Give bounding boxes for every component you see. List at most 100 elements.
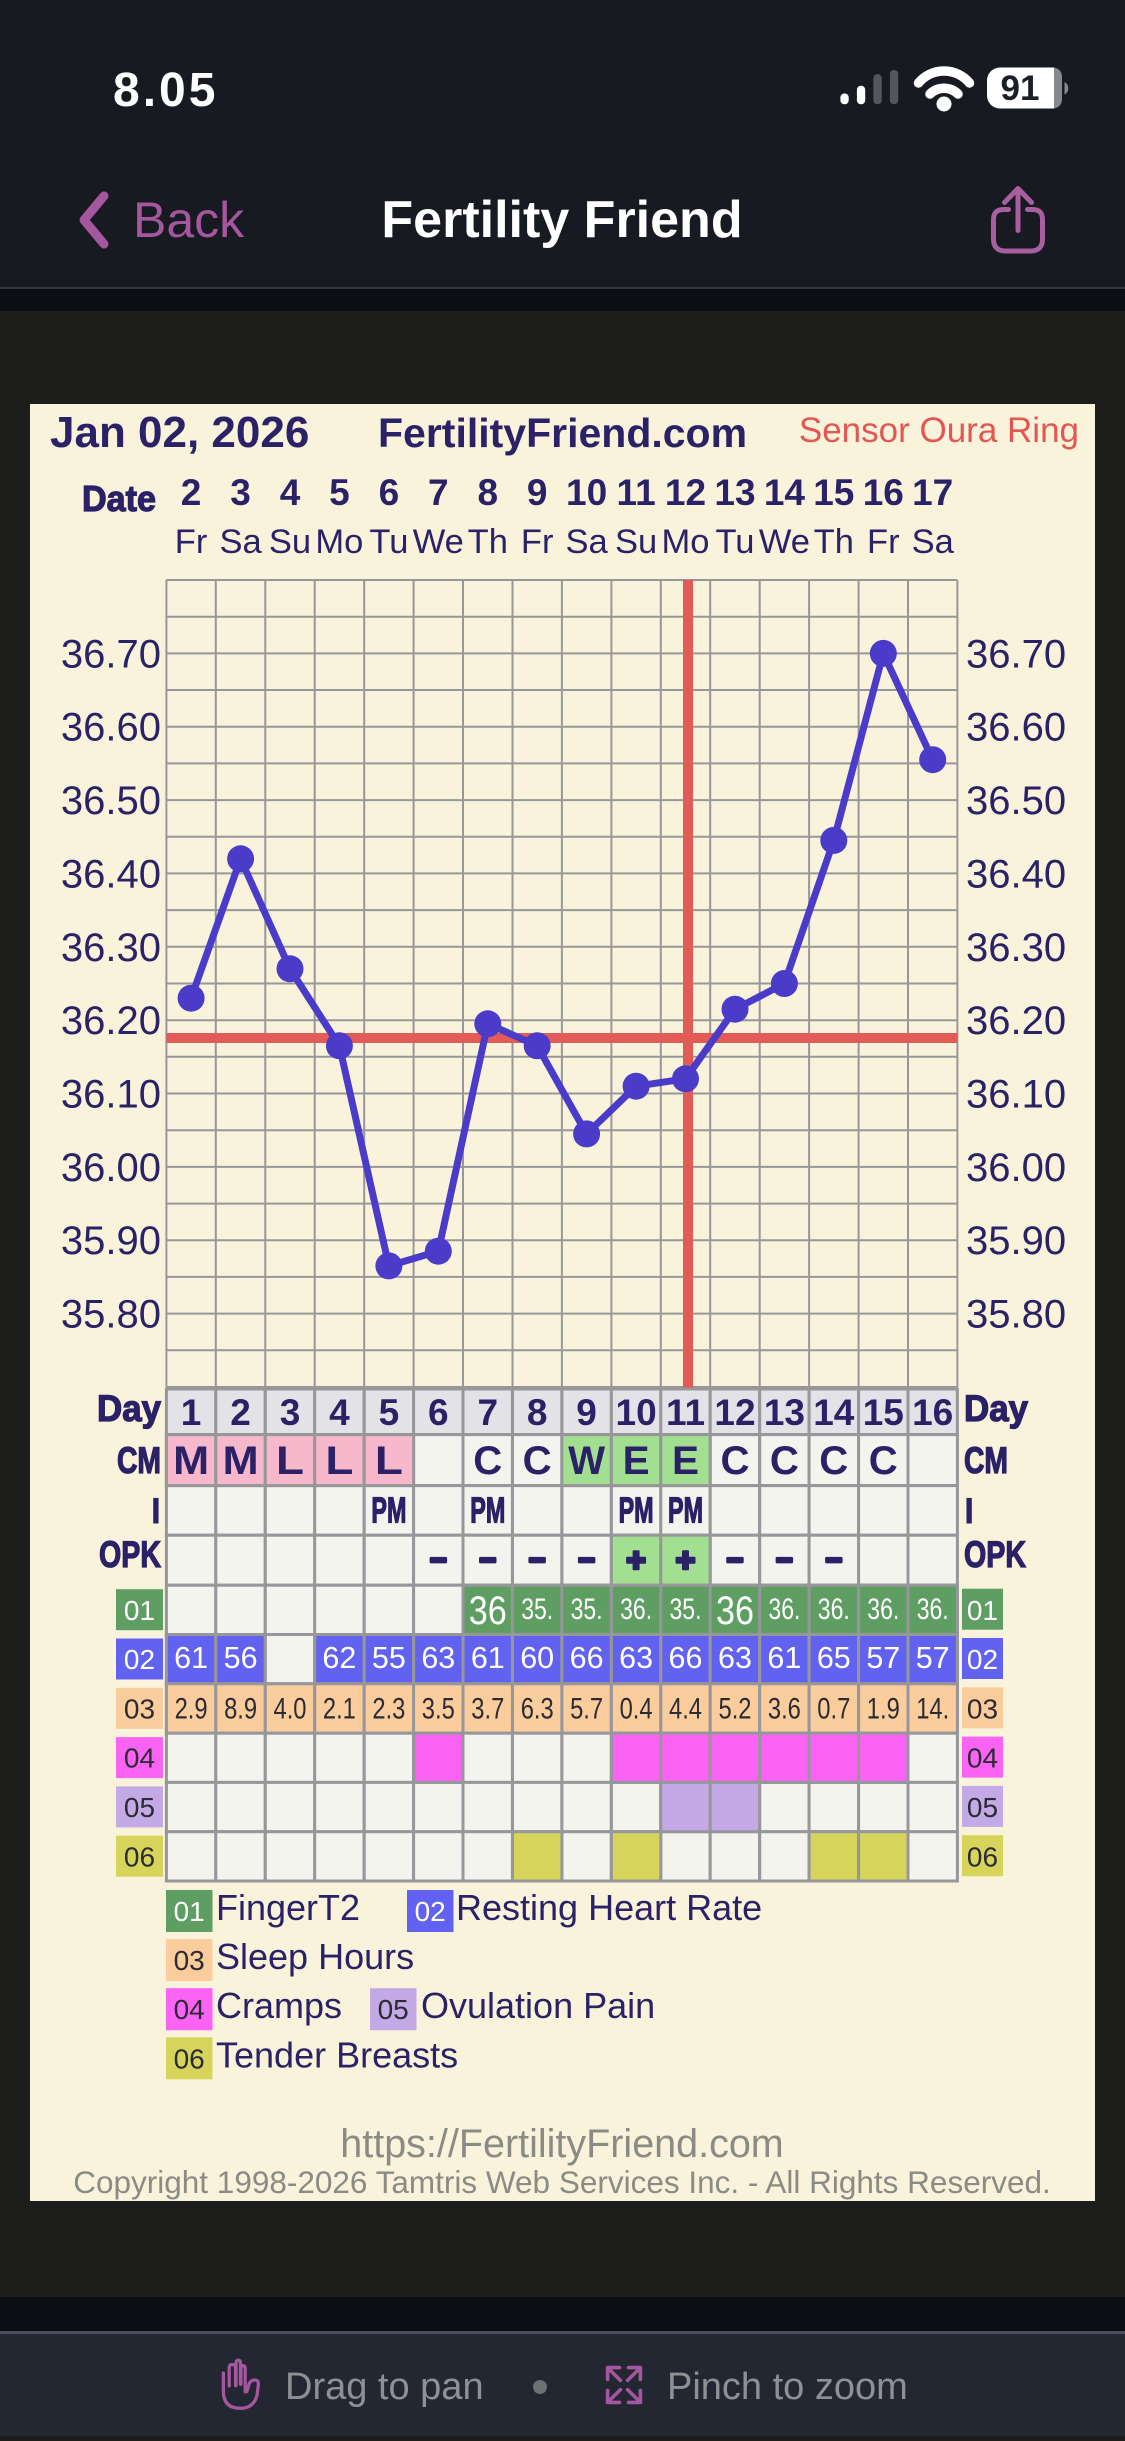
svg-text:We: We: [413, 523, 464, 561]
svg-text:I: I: [964, 1490, 974, 1531]
svg-text:4.4: 4.4: [669, 1692, 702, 1725]
svg-text:16: 16: [863, 472, 904, 513]
svg-text:36.: 36.: [620, 1593, 652, 1626]
svg-text:36.00: 36.00: [61, 1146, 161, 1190]
svg-text:10: 10: [616, 1392, 657, 1433]
svg-text:C: C: [869, 1439, 898, 1483]
svg-text:8: 8: [478, 472, 499, 513]
svg-text:35.90: 35.90: [966, 1219, 1066, 1263]
svg-text:63: 63: [421, 1641, 455, 1675]
svg-text:36.: 36.: [867, 1593, 899, 1626]
svg-text:36.60: 36.60: [61, 706, 161, 750]
svg-text:Su: Su: [269, 523, 311, 561]
svg-text:9: 9: [527, 472, 548, 513]
svg-text:7: 7: [478, 1392, 499, 1433]
svg-text:8.9: 8.9: [224, 1692, 257, 1725]
svg-text:03: 03: [124, 1693, 155, 1724]
svg-text:65: 65: [817, 1641, 851, 1675]
svg-text:05: 05: [124, 1792, 155, 1823]
svg-text:36.60: 36.60: [966, 706, 1066, 750]
svg-text:PM: PM: [470, 1489, 505, 1530]
svg-text:Mo: Mo: [662, 523, 710, 561]
svg-text:36.30: 36.30: [966, 926, 1066, 970]
svg-text:05: 05: [967, 1792, 998, 1823]
svg-text:PM: PM: [619, 1489, 654, 1530]
svg-text:15: 15: [813, 472, 854, 513]
svg-text:FertilityFriend.com: FertilityFriend.com: [378, 410, 747, 456]
svg-text:Sensor Oura Ring: Sensor Oura Ring: [799, 411, 1079, 450]
svg-text:4.0: 4.0: [274, 1692, 307, 1725]
svg-text:Date: Date: [82, 478, 156, 519]
svg-text:12: 12: [665, 472, 706, 513]
svg-text:57: 57: [866, 1641, 900, 1675]
svg-text:61: 61: [174, 1641, 208, 1675]
svg-text:36.10: 36.10: [61, 1073, 161, 1117]
svg-text:36.70: 36.70: [61, 632, 161, 676]
svg-text:Resting Heart Rate: Resting Heart Rate: [456, 1887, 762, 1928]
svg-text:11: 11: [617, 472, 656, 513]
svg-text:2: 2: [230, 1392, 251, 1433]
svg-text:Fr: Fr: [175, 523, 208, 561]
svg-text:02: 02: [124, 1644, 155, 1675]
svg-text:Tu: Tu: [716, 523, 755, 561]
svg-text:35.: 35.: [670, 1593, 702, 1626]
svg-text:66: 66: [570, 1641, 604, 1675]
svg-text:C: C: [721, 1439, 750, 1483]
svg-text:36: 36: [716, 1589, 754, 1633]
svg-text:10: 10: [566, 472, 607, 513]
svg-text:36.40: 36.40: [61, 852, 161, 896]
svg-text:9: 9: [576, 1392, 597, 1433]
svg-text:M: M: [173, 1439, 209, 1483]
svg-text:E: E: [672, 1439, 699, 1483]
svg-text:11: 11: [666, 1392, 705, 1433]
svg-text:Mo: Mo: [315, 523, 363, 561]
svg-text:L: L: [375, 1439, 403, 1483]
svg-text:Drag to pan: Drag to pan: [285, 2366, 484, 2408]
svg-text:35.80: 35.80: [61, 1293, 161, 1337]
svg-text:Copyright 1998-2026 Tamtris We: Copyright 1998-2026 Tamtris Web Services…: [73, 2164, 1051, 2200]
svg-text:14: 14: [813, 1392, 855, 1433]
svg-text:91: 91: [1001, 69, 1040, 108]
svg-text:14: 14: [764, 472, 806, 513]
svg-text:36.10: 36.10: [966, 1073, 1066, 1117]
svg-text:36.50: 36.50: [966, 779, 1066, 823]
svg-text:36.20: 36.20: [966, 999, 1066, 1043]
svg-text:Th: Th: [468, 523, 508, 561]
svg-text:62: 62: [322, 1641, 356, 1675]
svg-text:35.80: 35.80: [966, 1293, 1066, 1337]
svg-text:5.2: 5.2: [719, 1692, 752, 1725]
svg-text:Ovulation Pain: Ovulation Pain: [421, 1985, 655, 2026]
svg-text:04: 04: [174, 1994, 205, 2025]
svg-text:C: C: [770, 1439, 799, 1483]
svg-text:03: 03: [174, 1945, 205, 1976]
svg-text:2.3: 2.3: [372, 1692, 405, 1725]
svg-text:36.: 36.: [818, 1593, 850, 1626]
svg-text:06: 06: [174, 2043, 205, 2074]
svg-text:E: E: [623, 1439, 650, 1483]
svg-text:05: 05: [378, 1994, 409, 2025]
svg-text:36.20: 36.20: [61, 999, 161, 1043]
svg-text:6: 6: [428, 1392, 449, 1433]
svg-text:3: 3: [230, 472, 251, 513]
svg-text:16: 16: [912, 1392, 953, 1433]
svg-text:02: 02: [415, 1896, 446, 1927]
svg-text:0.7: 0.7: [817, 1692, 850, 1725]
svg-text:2.9: 2.9: [175, 1692, 208, 1725]
svg-text:Back: Back: [133, 192, 245, 248]
svg-text:8: 8: [527, 1392, 548, 1433]
svg-text:Fr: Fr: [521, 523, 554, 561]
svg-text:PM: PM: [668, 1489, 703, 1530]
svg-text:C: C: [819, 1439, 848, 1483]
svg-text:L: L: [325, 1439, 353, 1483]
svg-text:CM: CM: [964, 1440, 1008, 1481]
svg-text:L: L: [276, 1439, 304, 1483]
svg-text:6.3: 6.3: [521, 1692, 554, 1725]
svg-text:35.: 35.: [571, 1593, 603, 1626]
svg-text:Sleep Hours: Sleep Hours: [216, 1936, 414, 1977]
svg-text:3: 3: [280, 1392, 301, 1433]
svg-text:35.: 35.: [521, 1593, 553, 1626]
svg-text:01: 01: [967, 1595, 998, 1626]
svg-text:36.: 36.: [768, 1593, 800, 1626]
svg-text:01: 01: [174, 1896, 205, 1927]
svg-text:66: 66: [669, 1641, 703, 1675]
